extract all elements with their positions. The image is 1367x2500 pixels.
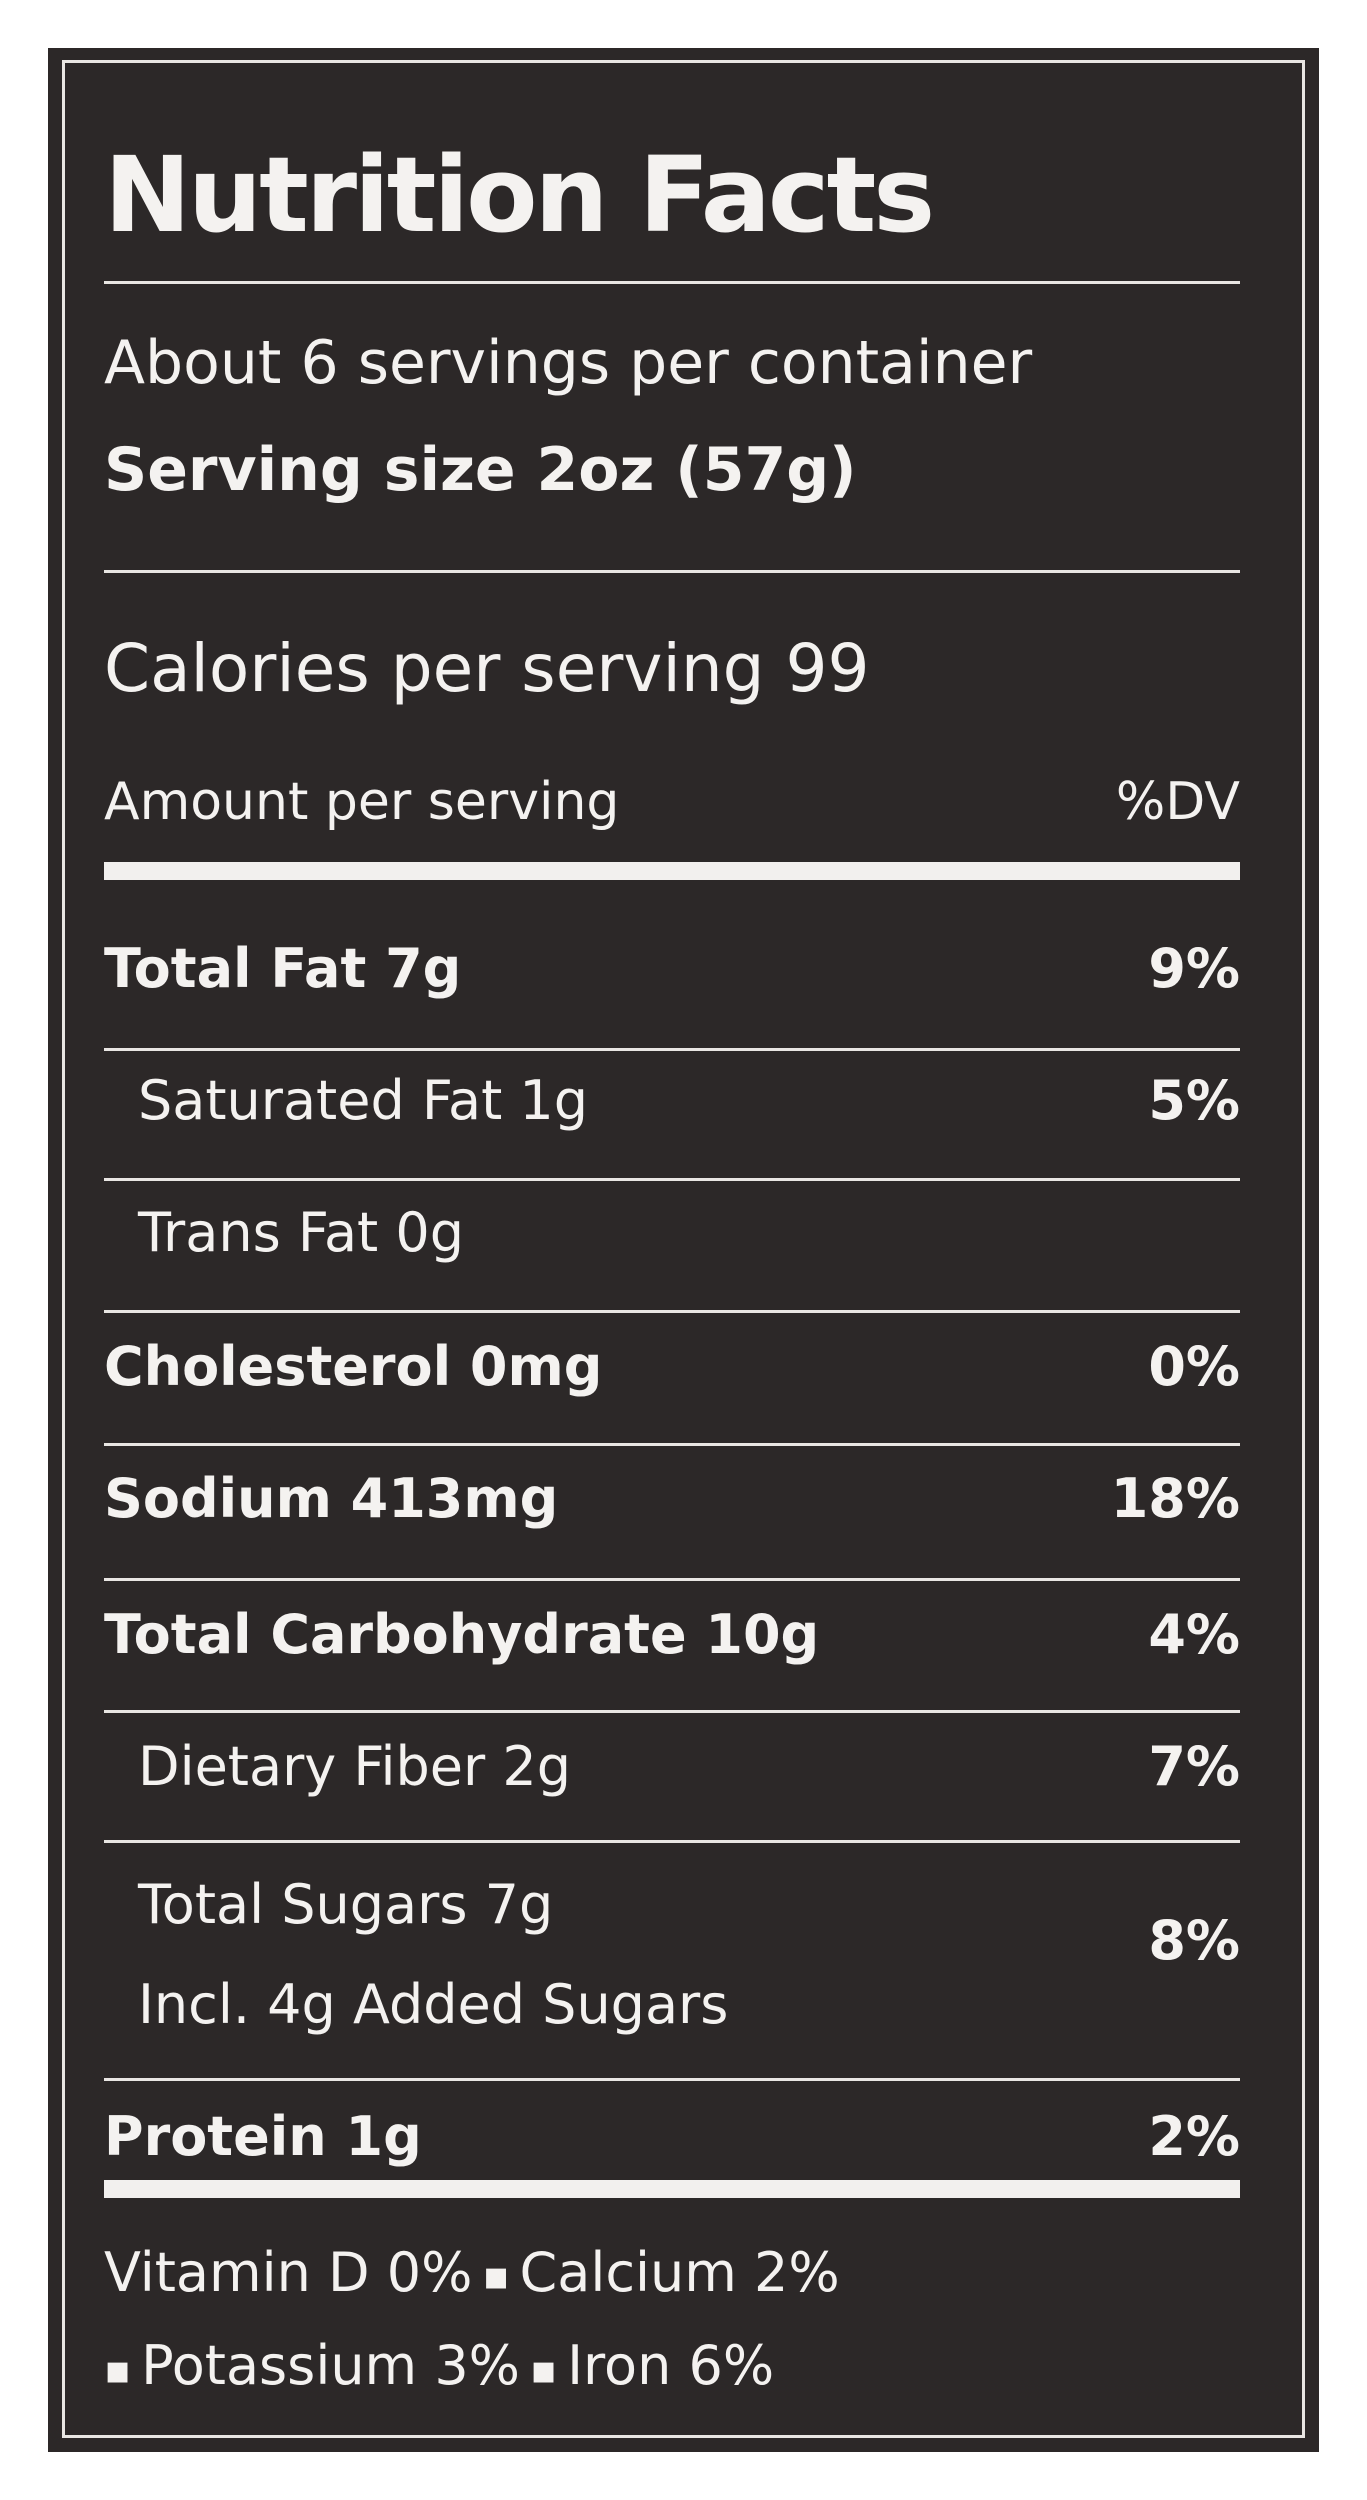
nutrient-name: Cholesterol 0mg: [104, 1335, 603, 1398]
divider: [104, 281, 1240, 284]
divider: [104, 1578, 1240, 1581]
nutrient-dv: 7%: [1148, 1735, 1240, 1798]
nutrient-name: Saturated Fat 1g: [138, 1069, 589, 1132]
nutrient-name-group: Total Sugars 7g Incl. 4g Added Sugars: [138, 1870, 728, 2040]
thick-divider: [104, 2180, 1240, 2198]
vitamins-line-2: ▪ Potassium 3% ▪ Iron 6%: [104, 2321, 840, 2414]
divider: [104, 1178, 1240, 1181]
calories-per-serving: Calories per serving 99: [104, 630, 870, 707]
added-sugars: Incl. 4g Added Sugars: [138, 1973, 729, 2037]
vitamins-minerals: Vitamin D 0% ▪ Calcium 2% ▪ Potassium 3% ▪ Ir…: [104, 2228, 840, 2415]
nutrient-dv: 2%: [1148, 2105, 1240, 2168]
nutrition-label: Nutrition Facts About 6 servings per con…: [48, 48, 1319, 2452]
nutrient-dv: 8%: [1148, 1909, 1240, 1972]
iron: Iron 6%: [567, 2334, 775, 2398]
servings-per-container: About 6 servings per container: [104, 328, 1033, 398]
potassium: Potassium 3%: [141, 2334, 520, 2398]
nutrient-name: Trans Fat 0g: [138, 1201, 465, 1264]
vitamins-line-1: Vitamin D 0% ▪ Calcium 2%: [104, 2228, 840, 2321]
amount-header: Amount per serving %DV: [104, 776, 1240, 828]
divider: [104, 2078, 1240, 2081]
divider: [104, 1310, 1240, 1313]
nutrient-name: Dietary Fiber 2g: [138, 1735, 572, 1798]
bullet-separator: ▪: [104, 2346, 132, 2393]
dv-header: %DV: [1115, 772, 1240, 832]
nutrient-dv: 5%: [1148, 1069, 1240, 1132]
nutrient-name: Total Sugars 7g: [138, 1873, 554, 1936]
serving-size: Serving size 2oz (57g): [104, 435, 857, 505]
amount-per-serving-label: Amount per serving: [104, 772, 620, 832]
vitamin-d: Vitamin D 0%: [104, 2241, 473, 2304]
divider: [104, 1048, 1240, 1051]
divider: [104, 570, 1240, 573]
nutrient-name: Protein 1g: [104, 2105, 422, 2168]
bullet-separator: ▪: [482, 2253, 510, 2300]
divider: [104, 1840, 1240, 1843]
thick-divider: [104, 862, 1240, 880]
bullet-separator: ▪: [529, 2346, 558, 2393]
nutrient-name: Sodium 413mg: [104, 1467, 559, 1530]
nutrient-name: Total Fat 7g: [104, 937, 462, 1000]
label-border: [62, 60, 1305, 2438]
nutrient-dv: 9%: [1148, 937, 1240, 1000]
divider: [104, 1710, 1240, 1713]
calcium: Calcium 2%: [519, 2241, 840, 2304]
divider: [104, 1443, 1240, 1446]
nutrient-name: Total Carbohydrate 10g: [104, 1603, 820, 1666]
label-title: Nutrition Facts: [104, 134, 935, 256]
nutrient-dv: 4%: [1148, 1603, 1240, 1666]
nutrient-dv: 0%: [1148, 1335, 1240, 1398]
nutrient-dv: 18%: [1110, 1467, 1240, 1530]
